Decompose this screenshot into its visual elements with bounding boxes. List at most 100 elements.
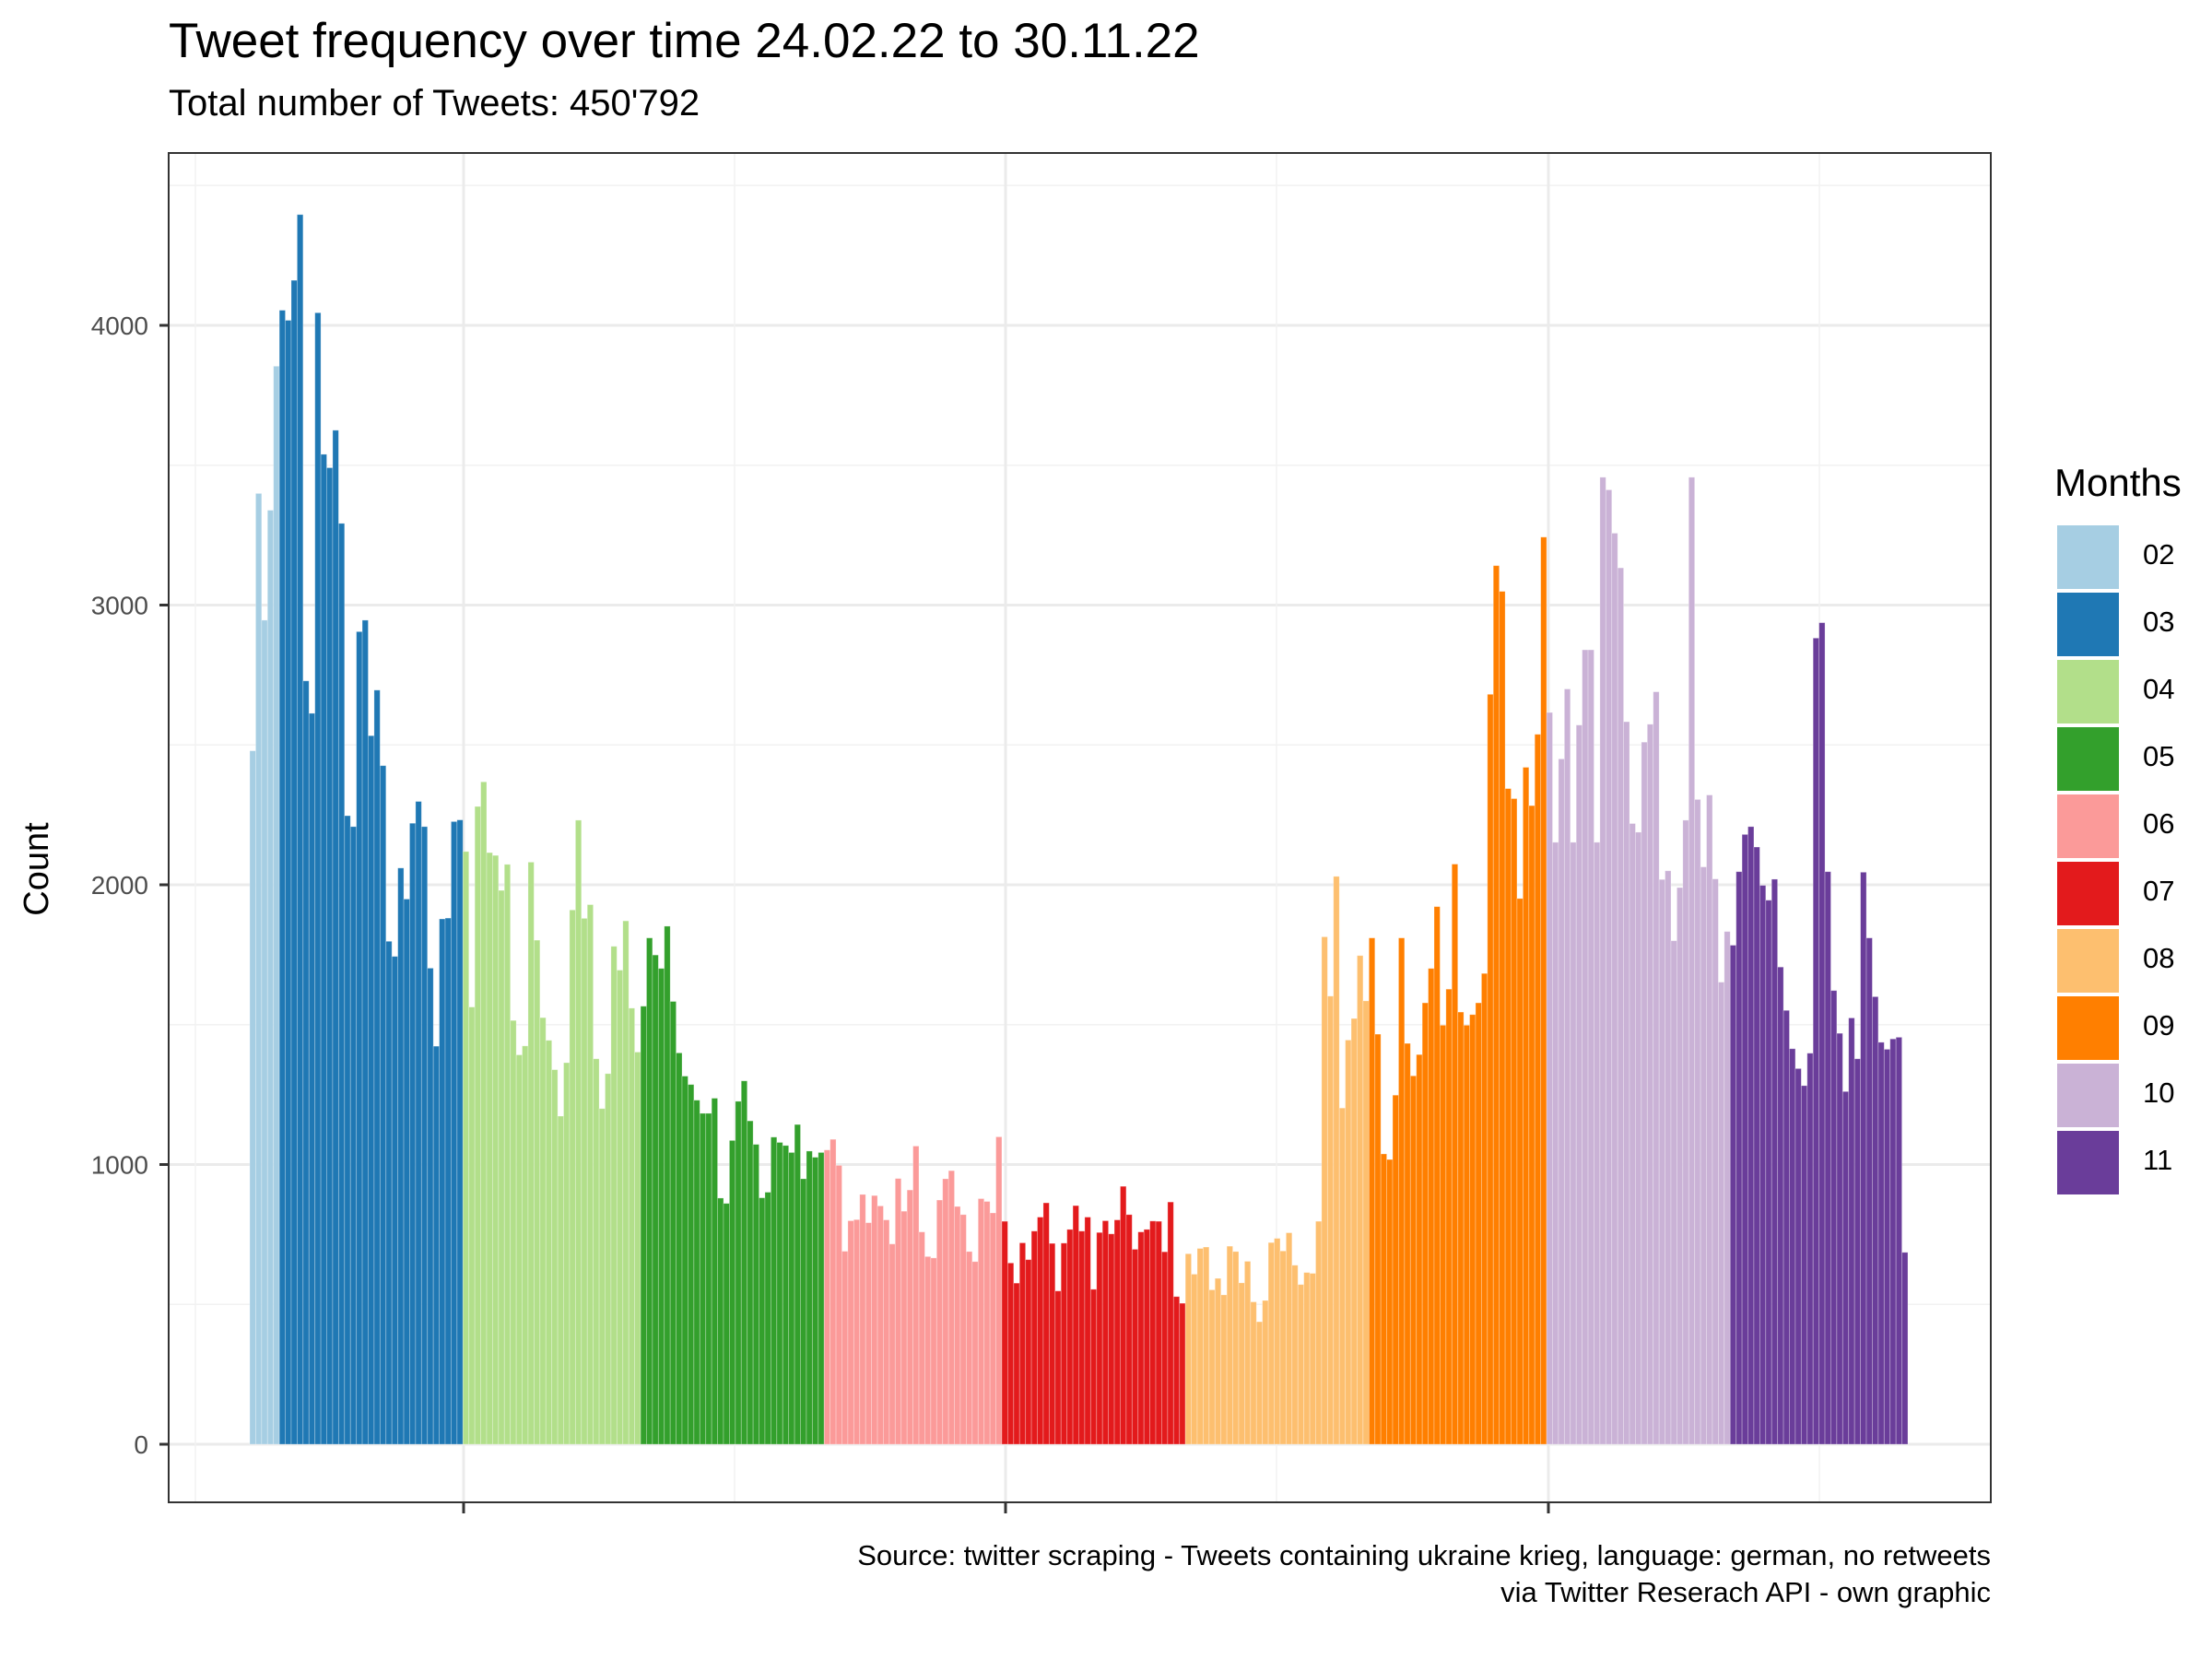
bar-10-16 [1635,831,1642,1445]
bar-03-17 [373,689,381,1445]
bar-07-4 [1018,1242,1027,1445]
bar-11-1 [1729,945,1737,1445]
bar-09-12 [1433,906,1441,1445]
bar-03-30 [451,821,458,1445]
bar-07-5 [1025,1259,1032,1445]
bar-11-8 [1771,878,1779,1445]
bar-03-2 [285,320,292,1445]
caption-line-1: Source: twitter scraping - Tweets contai… [857,1539,1991,1571]
bar-08-11 [1244,1261,1252,1445]
bar-09-29 [1534,734,1542,1445]
bar-10-13 [1617,567,1624,1445]
bar-03-26 [427,968,434,1445]
bar-04-26 [610,946,618,1445]
bar-11-22 [1853,1058,1861,1445]
bar-03-14 [356,630,363,1445]
bar-04-23 [593,1058,600,1445]
legend-label: 06 [2143,807,2175,840]
bar-09-3 [1380,1153,1387,1445]
bar-06-4 [841,1251,849,1445]
bar-03-7 [314,312,322,1445]
bar-08-3 [1196,1248,1204,1445]
bar-10-1 [1546,712,1553,1445]
bar-05-3 [652,954,659,1445]
bar-03-1 [278,310,286,1445]
bar-02-2 [255,493,263,1445]
bar-04-19 [569,909,576,1445]
bar-08-21 [1303,1272,1311,1445]
bar-04-20 [574,819,582,1445]
bar-07-26 [1149,1220,1157,1445]
bar-11-16 [1818,622,1826,1445]
bar-07-21 [1120,1185,1127,1445]
bar-09-19 [1475,1002,1482,1445]
bar-06-30 [995,1136,1003,1445]
bar-11-3 [1741,833,1748,1445]
bar-06-19 [930,1257,937,1445]
bar-09-4 [1386,1159,1394,1445]
bar-08-10 [1238,1282,1245,1445]
bar-06-6 [853,1218,861,1445]
bar-11-25 [1872,996,1879,1445]
bar-11-5 [1753,846,1760,1445]
bar-05-11 [699,1112,707,1445]
bar-03-16 [368,735,375,1445]
bar-06-27 [977,1198,985,1445]
bar-10-26 [1694,799,1701,1445]
legend-label: 09 [2143,1009,2175,1041]
bar-03-12 [344,815,351,1445]
bar-10-15 [1629,823,1636,1445]
bar-04-2 [468,1006,476,1445]
legend-label: 08 [2143,942,2175,974]
bar-03-9 [326,467,334,1445]
bar-10-28 [1706,794,1713,1445]
bar-08-13 [1255,1321,1264,1445]
bar-08-5 [1208,1289,1216,1445]
bar-06-29 [989,1212,996,1445]
bar-04-14 [539,1017,547,1445]
bar-07-13 [1072,1205,1079,1445]
bar-03-13 [349,826,358,1445]
bar-09-5 [1392,1094,1399,1445]
bar-11-13 [1800,1085,1808,1445]
bar-11-14 [1806,1053,1814,1445]
bar-04-24 [598,1108,606,1445]
bar-03-25 [420,826,429,1445]
bar-03-11 [337,523,346,1445]
bar-06-3 [835,1165,842,1445]
bar-08-27 [1338,1107,1347,1445]
bar-10-2 [1552,841,1559,1445]
bar-09-20 [1481,972,1488,1445]
bar-04-30 [634,1052,641,1445]
bar-04-9 [510,1019,517,1445]
bar-07-30 [1172,1296,1181,1445]
legend-swatch [2057,525,2119,589]
bar-08-29 [1350,1018,1358,1445]
legend-swatch [2057,794,2119,858]
y-axis: 0 1000 2000 3000 4000 [91,312,169,1459]
bar-03-24 [415,801,422,1445]
bar-06-18 [924,1255,932,1445]
bar-07-29 [1167,1201,1174,1445]
bar-10-23 [1677,887,1684,1445]
bar-10-9 [1594,841,1601,1445]
bar-08-31 [1362,1000,1370,1445]
bar-05-10 [693,1100,700,1445]
bar-09-23 [1499,591,1506,1445]
legend-swatch [2057,929,2119,993]
bar-05-8 [681,1076,688,1445]
bar-03-5 [302,680,310,1445]
bar-07-3 [1013,1282,1020,1445]
bar-09-8 [1409,1075,1418,1445]
bar-02-3 [261,619,268,1445]
bar-06-21 [942,1178,949,1445]
bar-08-18 [1285,1232,1293,1445]
bar-11-28 [1889,1038,1897,1445]
bar-05-20 [752,1144,759,1445]
bar-09-1 [1368,937,1376,1445]
legend-label: 07 [2143,875,2175,907]
bar-10-14 [1623,721,1630,1445]
bar-09-11 [1428,968,1435,1445]
bar-11-27 [1883,1049,1891,1445]
bar-08-19 [1291,1265,1299,1445]
